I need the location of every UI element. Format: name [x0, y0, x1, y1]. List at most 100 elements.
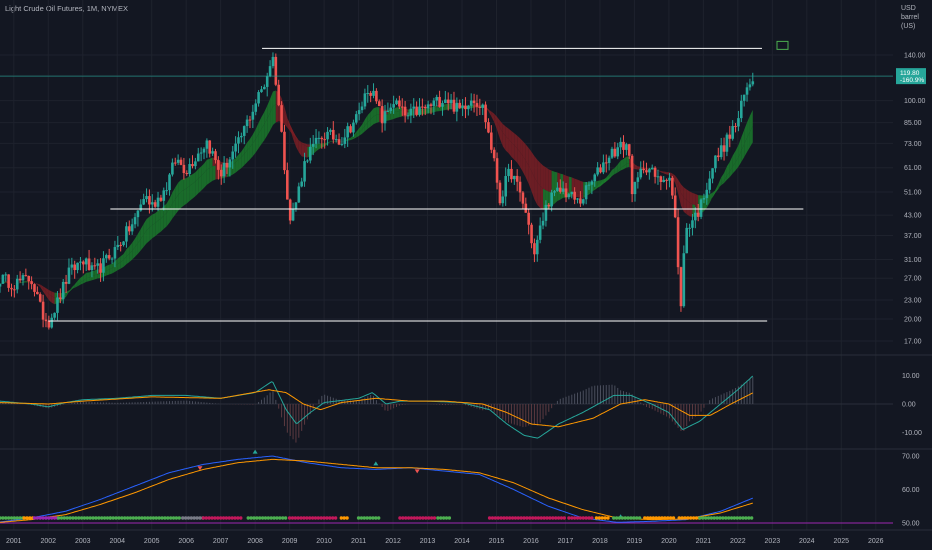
state-dot [210, 516, 214, 520]
ribbon-slow-seg [520, 138, 523, 157]
candle-body [280, 105, 283, 132]
ribbon-slow-seg [442, 106, 446, 111]
ribbon-slow-seg [252, 138, 256, 157]
state-dot [551, 516, 555, 520]
candle-body [1, 274, 5, 284]
candle-body [722, 145, 726, 152]
candle-body [636, 177, 640, 182]
state-dot [584, 516, 588, 520]
ribbon-slow-seg [290, 124, 294, 135]
state-dot [444, 516, 449, 520]
state-dot [145, 516, 150, 520]
candle-body [168, 174, 171, 191]
candle-body [297, 186, 301, 203]
state-dot [122, 516, 127, 520]
candle-body [283, 131, 286, 171]
state-dot [275, 516, 279, 520]
ribbon-slow-seg [57, 292, 61, 298]
ribbon-fast-seg [537, 182, 541, 208]
ribbon-slow-seg [514, 133, 518, 149]
state-dot [41, 516, 45, 520]
ribbon-slow-seg [20, 282, 23, 284]
candle-body [263, 86, 266, 90]
candle-body [495, 158, 499, 183]
ribbon-fast-seg [540, 185, 544, 210]
ribbon-fast-seg [350, 135, 354, 139]
ribbon-slow-seg [683, 187, 687, 201]
state-dot [38, 516, 42, 520]
candle-body [699, 199, 703, 217]
ribbon-slow-seg [295, 136, 299, 141]
candle-body [398, 100, 401, 107]
state-dot [398, 516, 402, 520]
candle-body [717, 155, 720, 158]
unit-currency: USD [901, 5, 916, 12]
ribbon-fast-seg [123, 249, 127, 260]
candle-body [386, 110, 390, 112]
ribbon-slow-seg [735, 157, 739, 171]
ribbon-fast-seg [89, 271, 92, 278]
ribbon-fast-seg [126, 246, 130, 257]
ribbon-slow-seg [226, 165, 230, 178]
ribbon-slow-seg [117, 262, 121, 271]
ribbon-slow-seg [203, 169, 207, 188]
state-dot [374, 516, 378, 520]
osc-signal-marker-3 [414, 469, 420, 474]
ribbon-fast-seg [206, 158, 210, 170]
ribbon-slow-seg [387, 113, 391, 121]
candle-body [573, 191, 576, 200]
ribbon-fast-seg [520, 151, 523, 172]
state-dot [316, 516, 321, 520]
ribbon-slow-seg [634, 167, 638, 170]
state-dot [258, 516, 262, 520]
candle-body [739, 100, 743, 119]
candle-body [446, 99, 450, 104]
state-dot [729, 516, 734, 520]
ribbon-fast-seg [430, 106, 434, 110]
ribbon-slow-seg [86, 277, 90, 282]
state-dot [401, 516, 405, 520]
candle-body [602, 162, 605, 173]
candle-body [659, 176, 663, 183]
ribbon-slow-seg [692, 192, 696, 206]
candle-body [228, 159, 232, 168]
state-dot [9, 516, 14, 520]
ribbon-fast-seg [247, 138, 250, 151]
candle-body [510, 168, 513, 180]
ribbon-fast-seg [203, 159, 207, 174]
state-dot [418, 516, 422, 520]
candle-body [645, 170, 648, 173]
candle-body [521, 192, 525, 204]
state-dot [183, 516, 188, 520]
ribbon-slow-seg [537, 159, 541, 186]
ribbon-slow-seg [37, 283, 41, 286]
state-dot [74, 516, 78, 520]
ribbon-slow-seg [137, 238, 141, 254]
state-dot [660, 516, 664, 520]
ribbon-slow-seg [712, 190, 716, 198]
candle-body [613, 148, 617, 157]
ribbon-fast-seg [393, 107, 397, 113]
state-dot [436, 516, 440, 520]
state-dot [47, 516, 51, 520]
state-dot [186, 516, 191, 520]
ribbon-slow-seg [614, 171, 618, 175]
horizontal-levels [0, 40, 893, 322]
time-tick-2026: 2026 [868, 538, 884, 545]
ribbon-slow-seg [718, 184, 722, 189]
ribbon-fast-seg [45, 291, 49, 301]
ribbon-fast-seg [175, 182, 179, 200]
candle-body [702, 198, 706, 200]
ribbon-slow-seg [390, 112, 394, 120]
ribbon-fast-seg [158, 209, 161, 221]
state-dot [287, 516, 292, 520]
candle-body [487, 122, 490, 133]
candle-body [142, 199, 145, 205]
candle-body [30, 281, 33, 285]
state-dot [216, 516, 220, 520]
candle-body [671, 177, 674, 196]
candle-body [153, 202, 157, 207]
state-dot [666, 516, 670, 520]
